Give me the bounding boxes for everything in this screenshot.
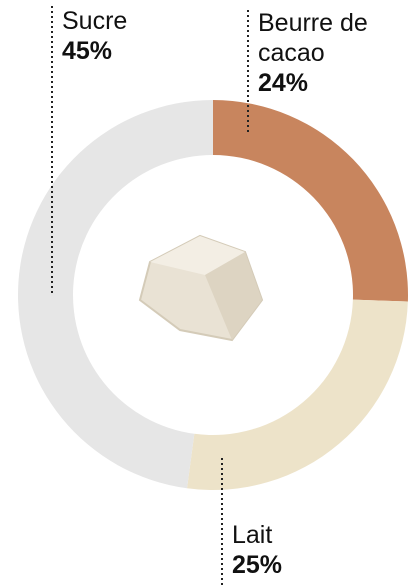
donut-segment [213, 100, 408, 302]
label-name: Beurre de cacao [258, 9, 368, 67]
label-value: 45% [62, 37, 113, 65]
segment-label: Sucre 45% [62, 6, 222, 66]
label-value: 25% [232, 551, 283, 579]
label-name: Sucre [62, 7, 128, 35]
label-name: Lait [232, 521, 273, 549]
donut-segment [187, 299, 408, 490]
center-product [138, 234, 264, 342]
segment-label: Beurre de cacao 24% [258, 8, 418, 98]
donut-segment [17, 100, 213, 489]
segment-label: Lait 25% [232, 520, 392, 580]
label-value: 24% [258, 69, 309, 97]
